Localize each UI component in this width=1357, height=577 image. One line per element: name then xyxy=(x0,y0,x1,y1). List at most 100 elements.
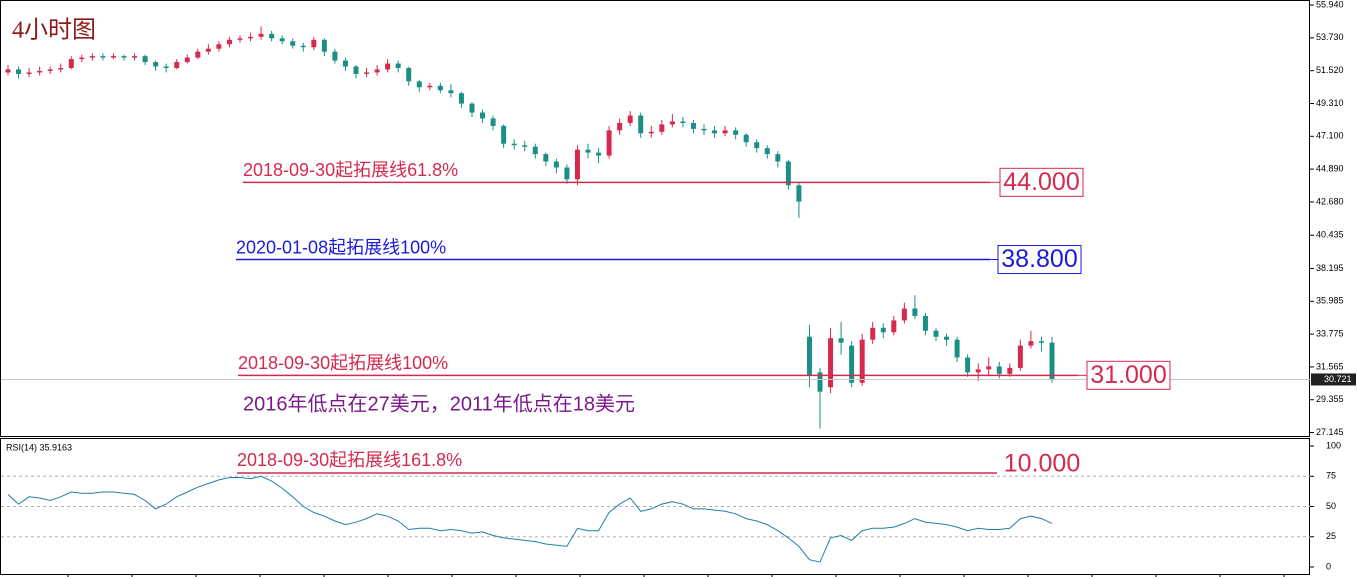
candle-body xyxy=(68,59,74,68)
candle-body xyxy=(680,121,686,123)
candle-body xyxy=(16,69,22,74)
candle-body xyxy=(342,60,348,67)
candle-body xyxy=(142,56,148,63)
candle-body xyxy=(574,149,580,180)
candle-body xyxy=(690,122,696,129)
y-tick-label: 49.310 xyxy=(1316,98,1344,108)
candle-body xyxy=(785,161,791,186)
y-tick-label: 55.940 xyxy=(1316,0,1344,9)
candle-body xyxy=(5,69,11,73)
y-tick-label: 100 xyxy=(1326,440,1341,450)
main-frame xyxy=(0,0,1310,437)
level-label: 2020-01-08起拓展线100% xyxy=(236,237,446,257)
rsi-title: RSI(14) 35.9163 xyxy=(6,442,72,452)
candle-body xyxy=(121,56,127,58)
candle-body xyxy=(385,63,391,70)
candle-body xyxy=(47,69,53,71)
candle-body xyxy=(532,146,538,155)
candle-body xyxy=(996,366,1002,374)
candle-body xyxy=(79,57,85,60)
candle-body xyxy=(353,66,359,74)
candle-body xyxy=(511,143,517,146)
candle-body xyxy=(448,90,454,94)
level-value-label: 38.800 xyxy=(1001,245,1077,273)
candle-body xyxy=(701,128,707,131)
level-box xyxy=(1086,360,1171,390)
candle-body xyxy=(1017,345,1023,368)
y-tick-label: 53.730 xyxy=(1316,32,1344,42)
y-tick-label: 25 xyxy=(1326,531,1336,541)
candle-body xyxy=(617,122,623,131)
candle-body xyxy=(922,315,928,331)
candle-body xyxy=(37,70,43,73)
level-value-label: 44.000 xyxy=(1003,168,1079,196)
candle-body xyxy=(321,39,327,52)
y-tick-label: 33.775 xyxy=(1316,328,1344,338)
candle-body xyxy=(627,115,633,123)
y-tick-label: 35.985 xyxy=(1316,296,1344,306)
candle-body xyxy=(522,145,528,147)
candle-body xyxy=(965,357,971,373)
candle-body xyxy=(764,148,770,155)
candle-body xyxy=(258,33,264,37)
candle-body xyxy=(395,63,401,68)
candle-body xyxy=(553,161,559,168)
candle-body xyxy=(153,62,159,67)
y-tick-label: 51.520 xyxy=(1316,65,1344,75)
rsi-line xyxy=(7,475,1053,563)
y-tick-label: 75 xyxy=(1326,471,1336,481)
candle-body xyxy=(543,154,549,162)
candle-body xyxy=(89,56,95,58)
candle-body xyxy=(416,81,422,88)
candle-body xyxy=(722,130,728,134)
candle-body xyxy=(311,39,317,48)
candle-body xyxy=(110,56,116,58)
candle-body xyxy=(796,185,802,202)
y-tick-label: 0 xyxy=(1326,561,1331,571)
candle-body xyxy=(933,330,939,337)
candle-body xyxy=(458,93,464,104)
candle-body xyxy=(743,134,749,143)
last-price-box xyxy=(1311,373,1356,386)
candle-body xyxy=(195,51,201,58)
level-box xyxy=(999,167,1084,197)
level-value-label: 10.000 xyxy=(1004,450,1080,478)
candle-body xyxy=(427,85,433,88)
candle-body xyxy=(490,118,496,126)
candle-body xyxy=(585,149,591,153)
candle-body xyxy=(564,167,570,180)
candle-body xyxy=(596,152,602,156)
candle-body xyxy=(838,338,844,343)
candle-body xyxy=(754,142,760,149)
candle-body xyxy=(163,66,169,68)
level-label: 2018-09-30起拓展线100% xyxy=(238,353,448,373)
candle-body xyxy=(975,369,981,373)
y-tick-label: 42.680 xyxy=(1316,196,1344,206)
candle-body xyxy=(290,41,296,46)
y-tick-label: 29.355 xyxy=(1316,394,1344,404)
candle-body xyxy=(374,69,380,73)
candle-body xyxy=(954,339,960,358)
y-tick-label: 47.100 xyxy=(1316,131,1344,141)
candle-body xyxy=(184,57,190,63)
candle-body xyxy=(501,125,507,144)
candle-body xyxy=(659,124,665,132)
candle-body xyxy=(859,339,865,383)
candle-body xyxy=(248,36,254,39)
candle-body xyxy=(174,62,180,68)
last-price-label: 30.721 xyxy=(1324,374,1352,384)
candle-body xyxy=(237,38,243,40)
candle-body xyxy=(300,45,306,48)
candle-body xyxy=(26,72,32,74)
candle-body xyxy=(1007,367,1013,374)
level-value-label: 31.000 xyxy=(1090,361,1166,389)
candle-body xyxy=(132,56,138,58)
candle-body xyxy=(279,38,285,42)
candle-body xyxy=(638,115,644,134)
y-tick-label: 50 xyxy=(1326,501,1336,511)
candle-body xyxy=(1049,342,1055,380)
candle-body xyxy=(817,372,823,392)
annotation: 2016年低点在27美元，2011年低点在18美元 xyxy=(243,392,635,415)
candle-body xyxy=(648,131,654,134)
